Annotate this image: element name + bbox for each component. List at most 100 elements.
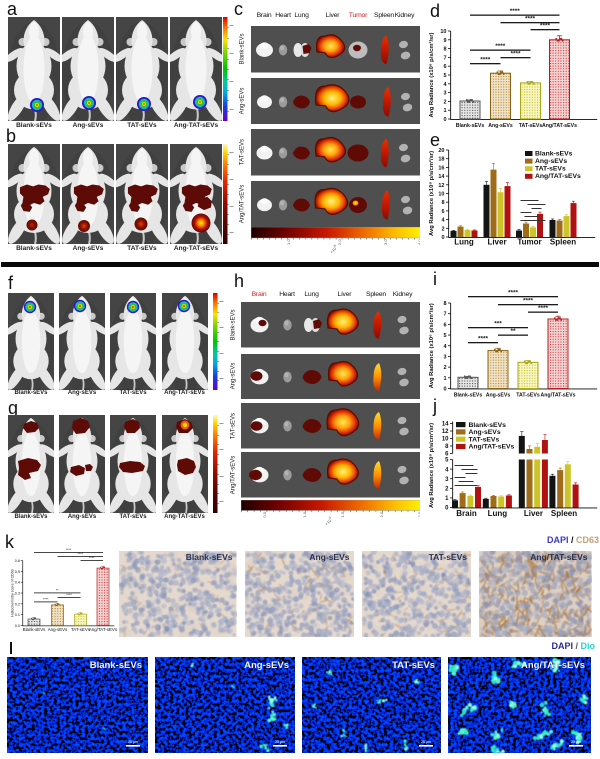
svg-text:Ang/TAT-sEVs: Ang/TAT-sEVs xyxy=(542,123,577,129)
svg-text:9: 9 xyxy=(443,38,446,44)
svg-text:Avg Radiance (x10⁸ p/s/cm²/sr): Avg Radiance (x10⁸ p/s/cm²/sr) xyxy=(428,423,435,508)
svg-text:Avg Radiance (x10⁶ p/s/cm²/sr): Avg Radiance (x10⁶ p/s/cm²/sr) xyxy=(428,32,435,117)
svg-text:2.5: 2.5 xyxy=(417,511,421,517)
svg-text:25 μm: 25 μm xyxy=(571,740,581,744)
svg-text:Ang/TAT-sEVs: Ang/TAT-sEVs xyxy=(89,627,118,632)
svg-text:2.0: 2.0 xyxy=(379,511,384,517)
svg-text:25 μm: 25 μm xyxy=(275,740,285,744)
svg-text:10: 10 xyxy=(438,192,444,198)
svg-text:5: 5 xyxy=(445,458,449,464)
svg-text:Brain: Brain xyxy=(456,509,477,518)
svg-text:3: 3 xyxy=(443,91,446,97)
svg-text:2: 2 xyxy=(443,99,446,105)
svg-text:12: 12 xyxy=(442,429,449,435)
svg-text:TAT-sEVs: TAT-sEVs xyxy=(519,123,543,129)
svg-text:**: ** xyxy=(510,328,516,335)
svg-text:20: 20 xyxy=(438,148,444,154)
svg-text:Liver: Liver xyxy=(524,509,543,518)
svg-text:1: 1 xyxy=(445,496,449,502)
svg-text:6: 6 xyxy=(441,209,444,215)
svg-text:8: 8 xyxy=(443,301,446,307)
svg-text:25 μm: 25 μm xyxy=(421,740,431,744)
svg-text:Lung: Lung xyxy=(454,238,474,247)
svg-text:1.0: 1.0 xyxy=(302,511,307,517)
svg-text:Blank-sEVs: Blank-sEVs xyxy=(454,393,483,399)
svg-text:TAT-sEVs: TAT-sEVs xyxy=(469,436,500,443)
svg-text:5: 5 xyxy=(443,73,446,79)
svg-text:****: **** xyxy=(78,552,84,556)
svg-text:6: 6 xyxy=(443,64,446,70)
svg-text:8: 8 xyxy=(443,47,446,53)
svg-text:5: 5 xyxy=(443,333,446,339)
svg-text:10: 10 xyxy=(440,29,446,35)
svg-text:****: **** xyxy=(540,23,551,30)
svg-text:0: 0 xyxy=(443,117,446,123)
svg-text:0.3: 0.3 xyxy=(15,592,20,596)
svg-text:Blank-sEVs: Blank-sEVs xyxy=(23,627,46,632)
svg-text:4: 4 xyxy=(443,344,447,350)
svg-text:****: **** xyxy=(538,305,549,312)
svg-text:Ang-sEVs: Ang-sEVs xyxy=(535,158,567,165)
svg-text:4.0: 4.0 xyxy=(417,239,421,245)
svg-text:18: 18 xyxy=(438,157,444,163)
svg-text:****: **** xyxy=(66,548,72,552)
svg-text:14: 14 xyxy=(438,174,445,180)
svg-text:4: 4 xyxy=(445,467,449,473)
svg-text:3: 3 xyxy=(443,354,446,360)
svg-text:1: 1 xyxy=(443,108,446,114)
svg-text:Tumor: Tumor xyxy=(517,238,541,247)
svg-text:6: 6 xyxy=(443,322,446,328)
svg-text:Spleen: Spleen xyxy=(550,238,576,247)
svg-text:4: 4 xyxy=(441,218,445,224)
svg-text:TAT-sEVs: TAT-sEVs xyxy=(516,393,540,399)
svg-text:Avg Radiance (x10⁸ p/s/cm²/sr): Avg Radiance (x10⁸ p/s/cm²/sr) xyxy=(428,151,435,236)
svg-text:10: 10 xyxy=(442,437,449,443)
svg-text:****: **** xyxy=(508,290,519,297)
svg-text:0.1: 0.1 xyxy=(15,613,20,617)
svg-text:****: **** xyxy=(525,16,536,23)
svg-text:Blank-sEVs: Blank-sEVs xyxy=(469,422,507,429)
svg-text:16: 16 xyxy=(438,165,444,171)
svg-text:Liver: Liver xyxy=(487,238,506,247)
svg-text:6: 6 xyxy=(445,452,449,458)
svg-text:****: **** xyxy=(89,556,95,560)
svg-text:1.5: 1.5 xyxy=(340,511,345,517)
svg-text:25 μm: 25 μm xyxy=(128,740,138,744)
svg-text:2: 2 xyxy=(445,487,449,493)
svg-text:****: **** xyxy=(523,298,534,305)
svg-text:Ang-sEVs: Ang-sEVs xyxy=(469,429,501,436)
svg-text:Histochemistry score of CD63: Histochemistry score of CD63 xyxy=(11,569,15,617)
svg-text:Avg Radiance (x10⁶ p/s/cm²/sr): Avg Radiance (x10⁶ p/s/cm²/sr) xyxy=(428,303,435,388)
svg-text:****: **** xyxy=(480,57,491,64)
svg-text:4: 4 xyxy=(443,82,447,88)
svg-text:Ang-sEVs: Ang-sEVs xyxy=(488,123,513,129)
svg-text:0.4: 0.4 xyxy=(15,581,20,585)
svg-text:****: **** xyxy=(510,51,521,58)
svg-text:**: ** xyxy=(56,589,59,593)
svg-text:Lung: Lung xyxy=(488,509,508,518)
svg-text:3: 3 xyxy=(445,477,449,483)
svg-text:0: 0 xyxy=(443,387,446,393)
svg-text:TAT-sEVs: TAT-sEVs xyxy=(535,166,566,173)
svg-text:TAT-sEVs: TAT-sEVs xyxy=(71,627,91,632)
svg-text:Blank-sEVs: Blank-sEVs xyxy=(456,123,485,129)
svg-text:1.0: 1.0 xyxy=(286,239,291,245)
svg-text:Ang/TAT-sEVs: Ang/TAT-sEVs xyxy=(469,444,515,451)
svg-text:12: 12 xyxy=(438,183,444,189)
svg-text:14: 14 xyxy=(442,422,449,428)
svg-text:Spleen: Spleen xyxy=(551,509,577,518)
svg-text:***: *** xyxy=(494,321,502,328)
svg-text:Ang/TAT-sEVs: Ang/TAT-sEVs xyxy=(541,393,576,399)
svg-text:Ang-sEVs: Ang-sEVs xyxy=(486,393,511,399)
svg-text:****: **** xyxy=(43,598,49,602)
svg-text:7: 7 xyxy=(443,55,446,61)
svg-text:****: **** xyxy=(478,336,489,343)
svg-text:2.0: 2.0 xyxy=(337,239,342,245)
svg-text:Ang-sEVs: Ang-sEVs xyxy=(48,627,68,632)
svg-text:1: 1 xyxy=(443,376,446,382)
svg-text:****: **** xyxy=(495,43,506,50)
svg-text:0: 0 xyxy=(445,506,449,512)
svg-text:3.0: 3.0 xyxy=(383,239,388,245)
svg-text:0.6: 0.6 xyxy=(15,559,20,563)
svg-text:****: **** xyxy=(66,593,72,597)
